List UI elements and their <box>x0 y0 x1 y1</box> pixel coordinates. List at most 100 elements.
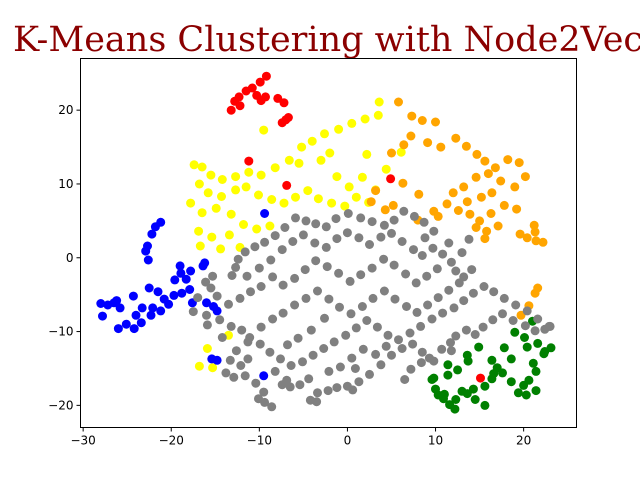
data-point <box>346 309 356 319</box>
data-point <box>419 217 429 227</box>
data-point <box>331 214 341 224</box>
data-point <box>470 330 480 339</box>
data-point <box>354 377 364 387</box>
data-point <box>433 211 443 221</box>
data-point <box>519 380 529 390</box>
data-point <box>226 321 236 331</box>
data-point <box>217 333 227 342</box>
data-point <box>186 266 196 276</box>
x-tick-label: −10 <box>247 434 272 448</box>
data-point <box>98 311 107 321</box>
data-point <box>411 278 421 288</box>
data-point <box>291 213 300 223</box>
data-point <box>312 397 322 407</box>
data-point <box>399 206 409 216</box>
data-point <box>538 237 548 247</box>
data-point <box>429 226 439 236</box>
data-point <box>150 222 160 232</box>
data-point <box>482 226 492 236</box>
data-point <box>227 271 237 280</box>
data-point <box>233 254 243 264</box>
data-point <box>265 347 275 357</box>
data-point <box>545 321 555 331</box>
plot-points <box>96 71 556 414</box>
data-point <box>472 149 482 159</box>
data-point <box>285 382 295 392</box>
data-point <box>474 342 484 352</box>
data-point <box>313 286 322 296</box>
data-point <box>197 162 207 172</box>
data-point <box>320 313 329 323</box>
data-point <box>307 136 317 146</box>
data-point <box>480 400 490 410</box>
data-point <box>381 341 391 351</box>
data-point <box>344 182 354 192</box>
data-point <box>303 186 313 196</box>
data-point <box>362 316 372 325</box>
data-point <box>259 125 269 135</box>
data-point <box>487 355 497 365</box>
data-point <box>387 228 396 238</box>
data-point <box>464 234 474 244</box>
y-tick-label: −10 <box>48 325 73 339</box>
data-point <box>376 232 386 242</box>
data-point <box>381 164 391 174</box>
data-point <box>475 216 485 226</box>
data-point <box>351 323 361 333</box>
data-point <box>301 293 311 303</box>
x-tick-label: 0 <box>344 434 352 448</box>
data-point <box>251 378 261 388</box>
y-axis: −20 −10 0 10 20 <box>48 103 81 412</box>
data-point <box>290 273 300 283</box>
data-point <box>520 333 529 342</box>
data-point <box>261 92 270 102</box>
data-point <box>386 174 396 184</box>
data-point <box>342 228 352 238</box>
data-point <box>379 286 389 296</box>
data-point <box>358 344 368 354</box>
data-point <box>260 397 270 407</box>
data-point <box>503 155 513 165</box>
data-point <box>443 360 453 370</box>
data-point <box>298 230 308 240</box>
data-point <box>515 229 525 239</box>
data-point <box>255 77 265 87</box>
data-point <box>224 299 233 309</box>
data-point <box>243 354 253 364</box>
data-point <box>351 192 361 202</box>
data-point <box>520 172 530 182</box>
data-point <box>216 244 226 254</box>
data-point <box>461 325 471 335</box>
data-point <box>242 271 252 281</box>
x-tick-label: −20 <box>159 434 184 448</box>
data-point <box>356 270 366 280</box>
data-point <box>201 277 211 287</box>
data-point <box>324 366 334 376</box>
data-point <box>350 364 360 373</box>
data-point <box>212 355 222 365</box>
data-point <box>329 337 339 347</box>
data-point <box>499 200 509 210</box>
data-point <box>513 388 523 398</box>
data-point <box>486 209 496 218</box>
data-point <box>297 142 307 152</box>
data-point <box>177 288 187 298</box>
data-point <box>224 230 234 240</box>
data-point <box>493 221 503 231</box>
y-tick-label: −20 <box>48 398 73 412</box>
data-point <box>429 373 439 383</box>
data-point <box>371 186 381 196</box>
data-point <box>231 346 241 356</box>
data-point <box>449 303 459 313</box>
data-point <box>444 285 454 295</box>
data-point <box>212 291 222 301</box>
data-point <box>129 324 139 334</box>
data-point <box>530 288 540 298</box>
data-point <box>112 296 122 306</box>
data-point <box>195 241 205 251</box>
data-point <box>476 192 486 202</box>
data-point <box>394 335 403 345</box>
data-point <box>202 298 211 308</box>
data-point <box>286 361 296 370</box>
